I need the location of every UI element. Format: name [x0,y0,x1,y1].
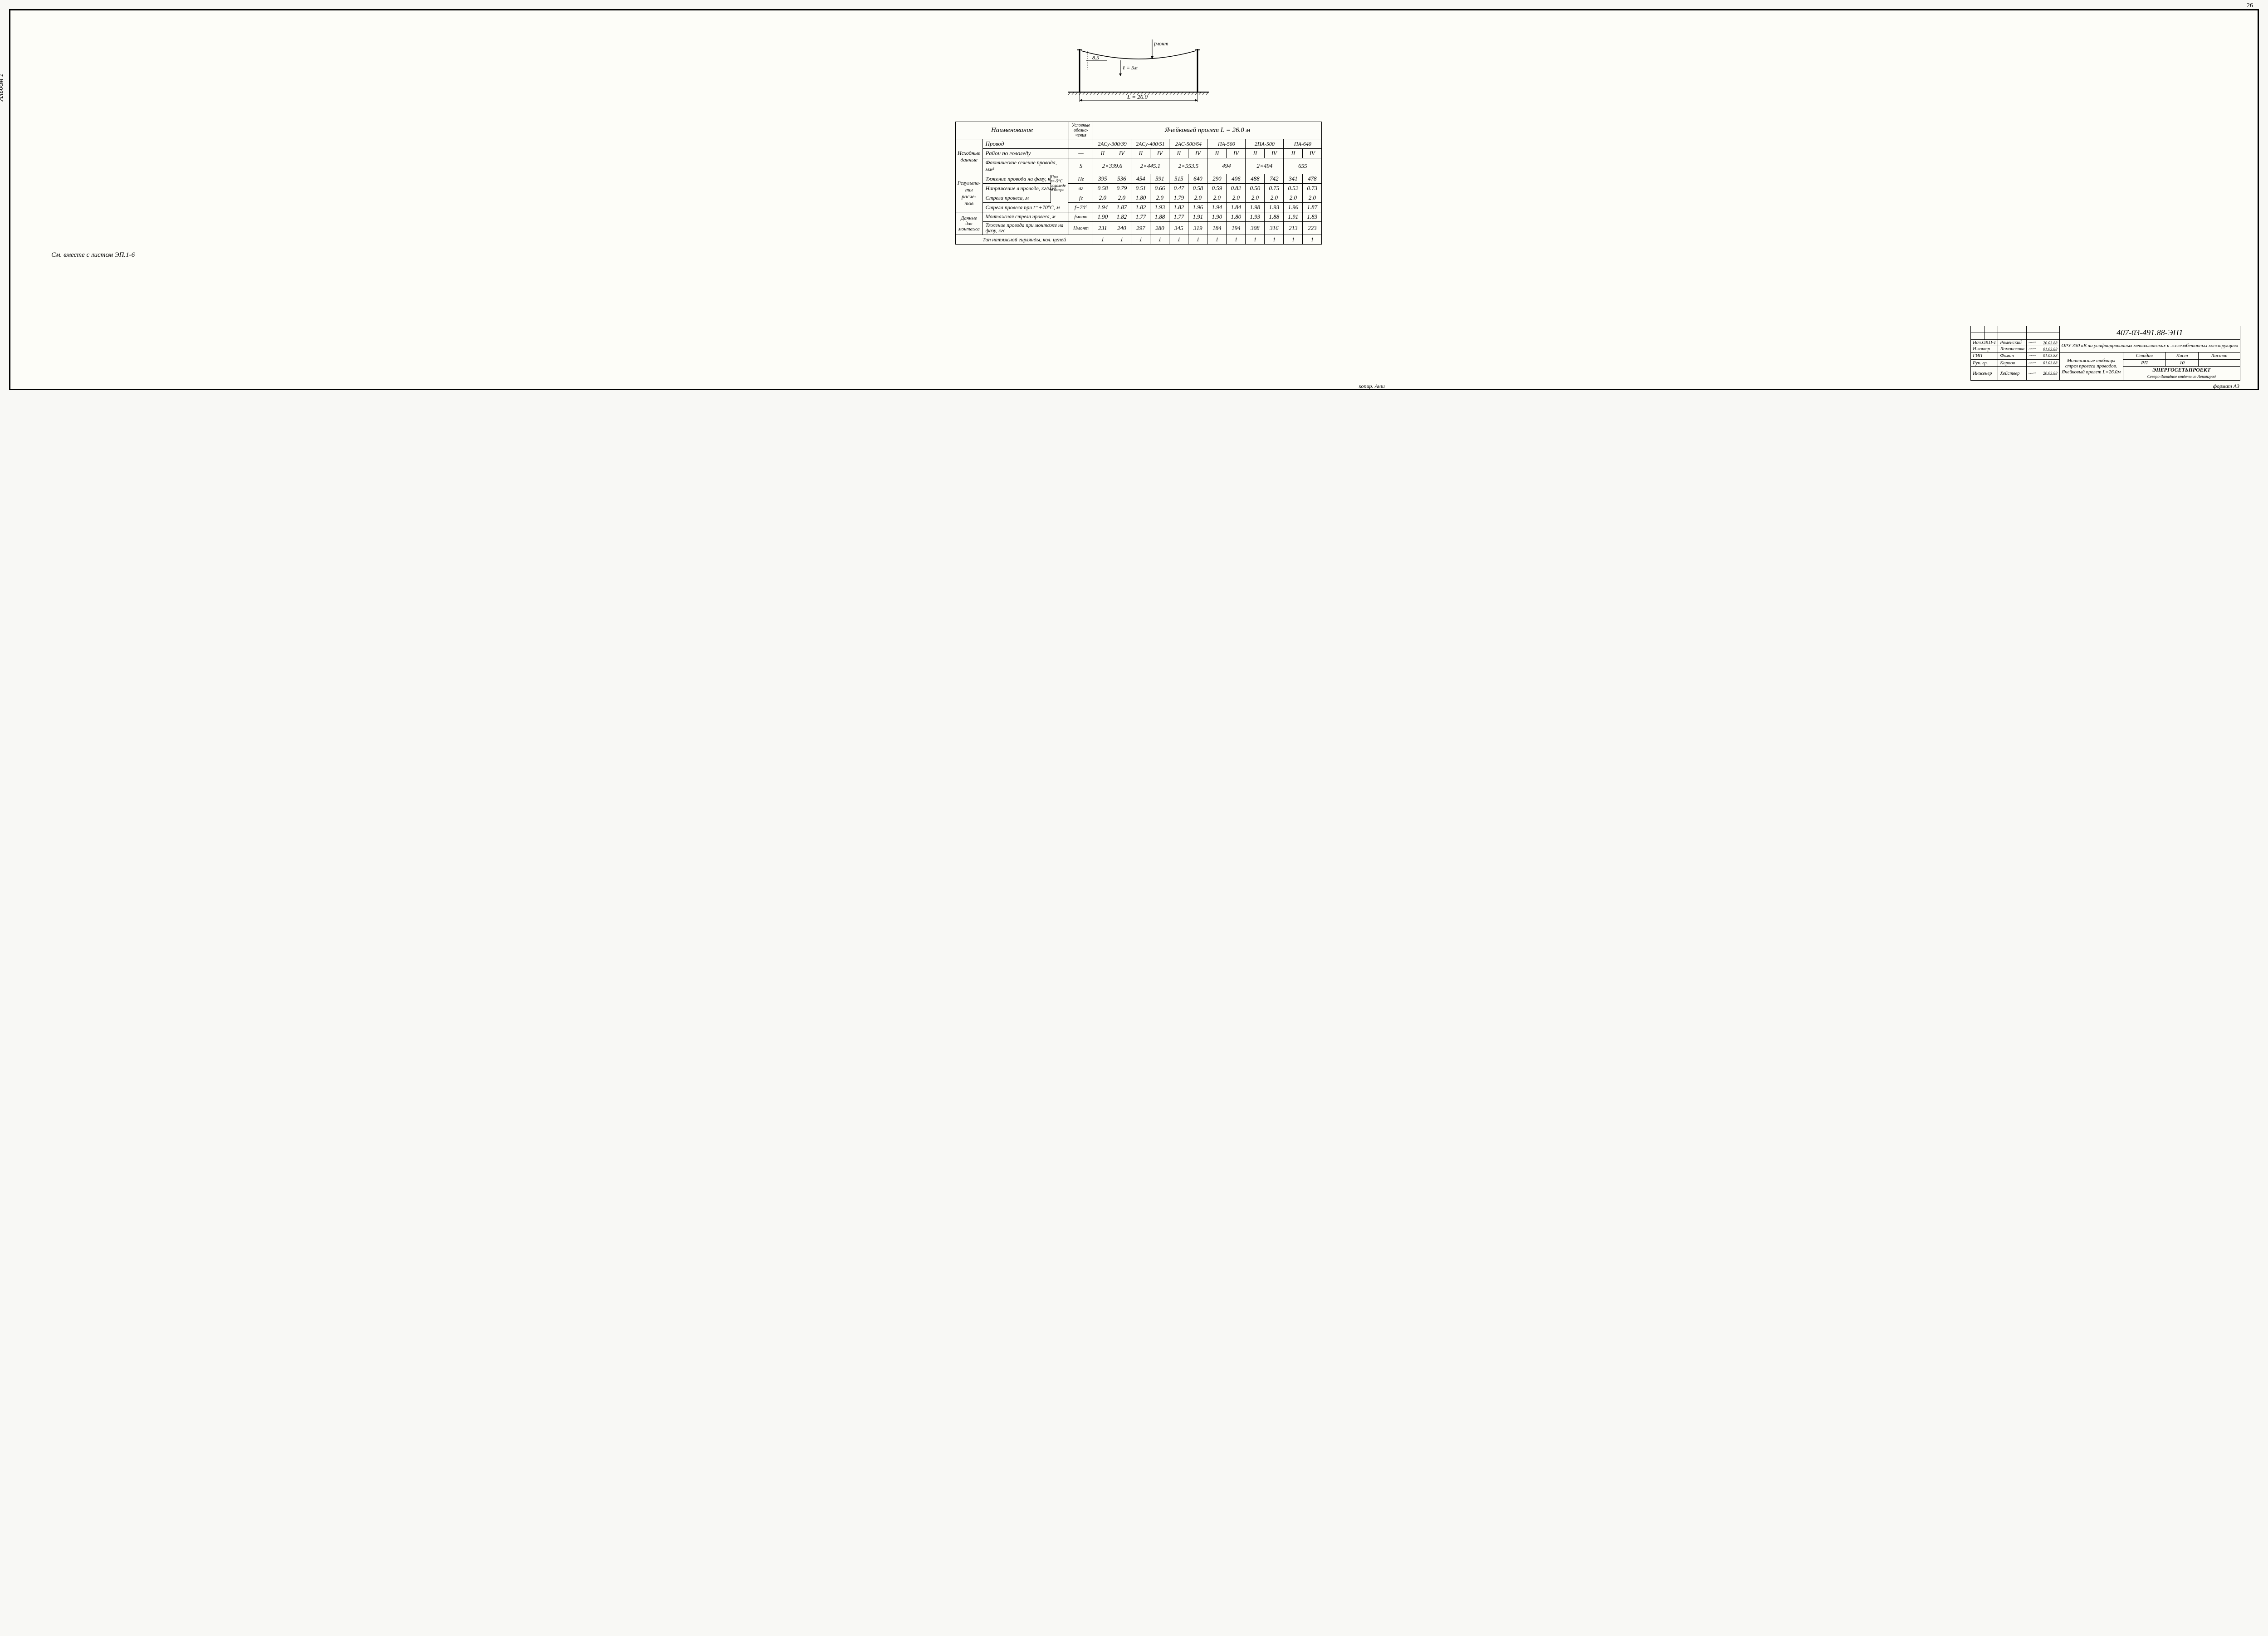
calculation-table: НаименованиеУсловные обозна-ченияЯчейков… [955,122,1322,245]
footer-copy: копир. Анш [1359,383,1385,390]
svg-text:fмонт: fмонт [1154,40,1168,47]
page-number: 26 [2247,2,2253,10]
svg-text:L = 26.0: L = 26.0 [1127,93,1148,100]
title-block: 407-03-491.88-ЭП1 Нач.ОКП-1Роменский~~~2… [1970,326,2240,381]
see-also-note: См. вместе с листом ЭП.1-6 [51,251,2239,259]
svg-text:8.5: 8.5 [1092,54,1099,61]
album-label: Альбом 1 [0,73,5,101]
drawing-sheet: 26 Альбом 1 Инв.№ подл. Подпись и дата В… [9,9,2259,390]
footer-format: формат А3 [2213,383,2239,390]
svg-text:ℓ = 5м: ℓ = 5м [1123,64,1138,71]
span-diagram: fмонт 8.5 ℓ = 5м L = 26.0 [38,29,2239,108]
